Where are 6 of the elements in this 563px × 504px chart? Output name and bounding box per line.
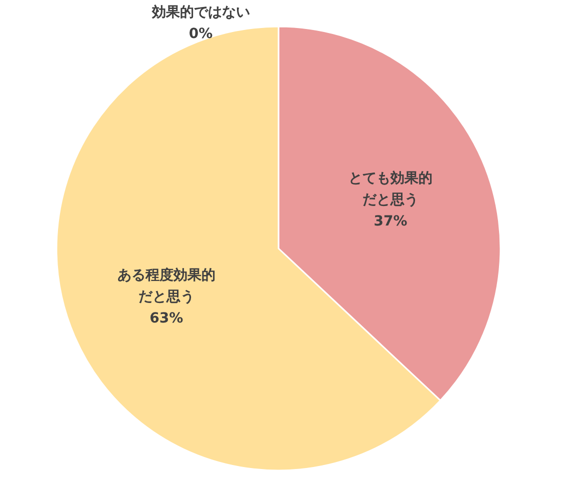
data-label: 63%: [150, 310, 184, 327]
data-label: 37%: [374, 214, 408, 230]
slice-label: ある程度効果的だと思う: [117, 266, 216, 305]
text: 0%: [188, 26, 213, 42]
slice-label: とても効果的だと思う: [348, 170, 433, 208]
category-label: 効果的ではない: [152, 4, 250, 20]
